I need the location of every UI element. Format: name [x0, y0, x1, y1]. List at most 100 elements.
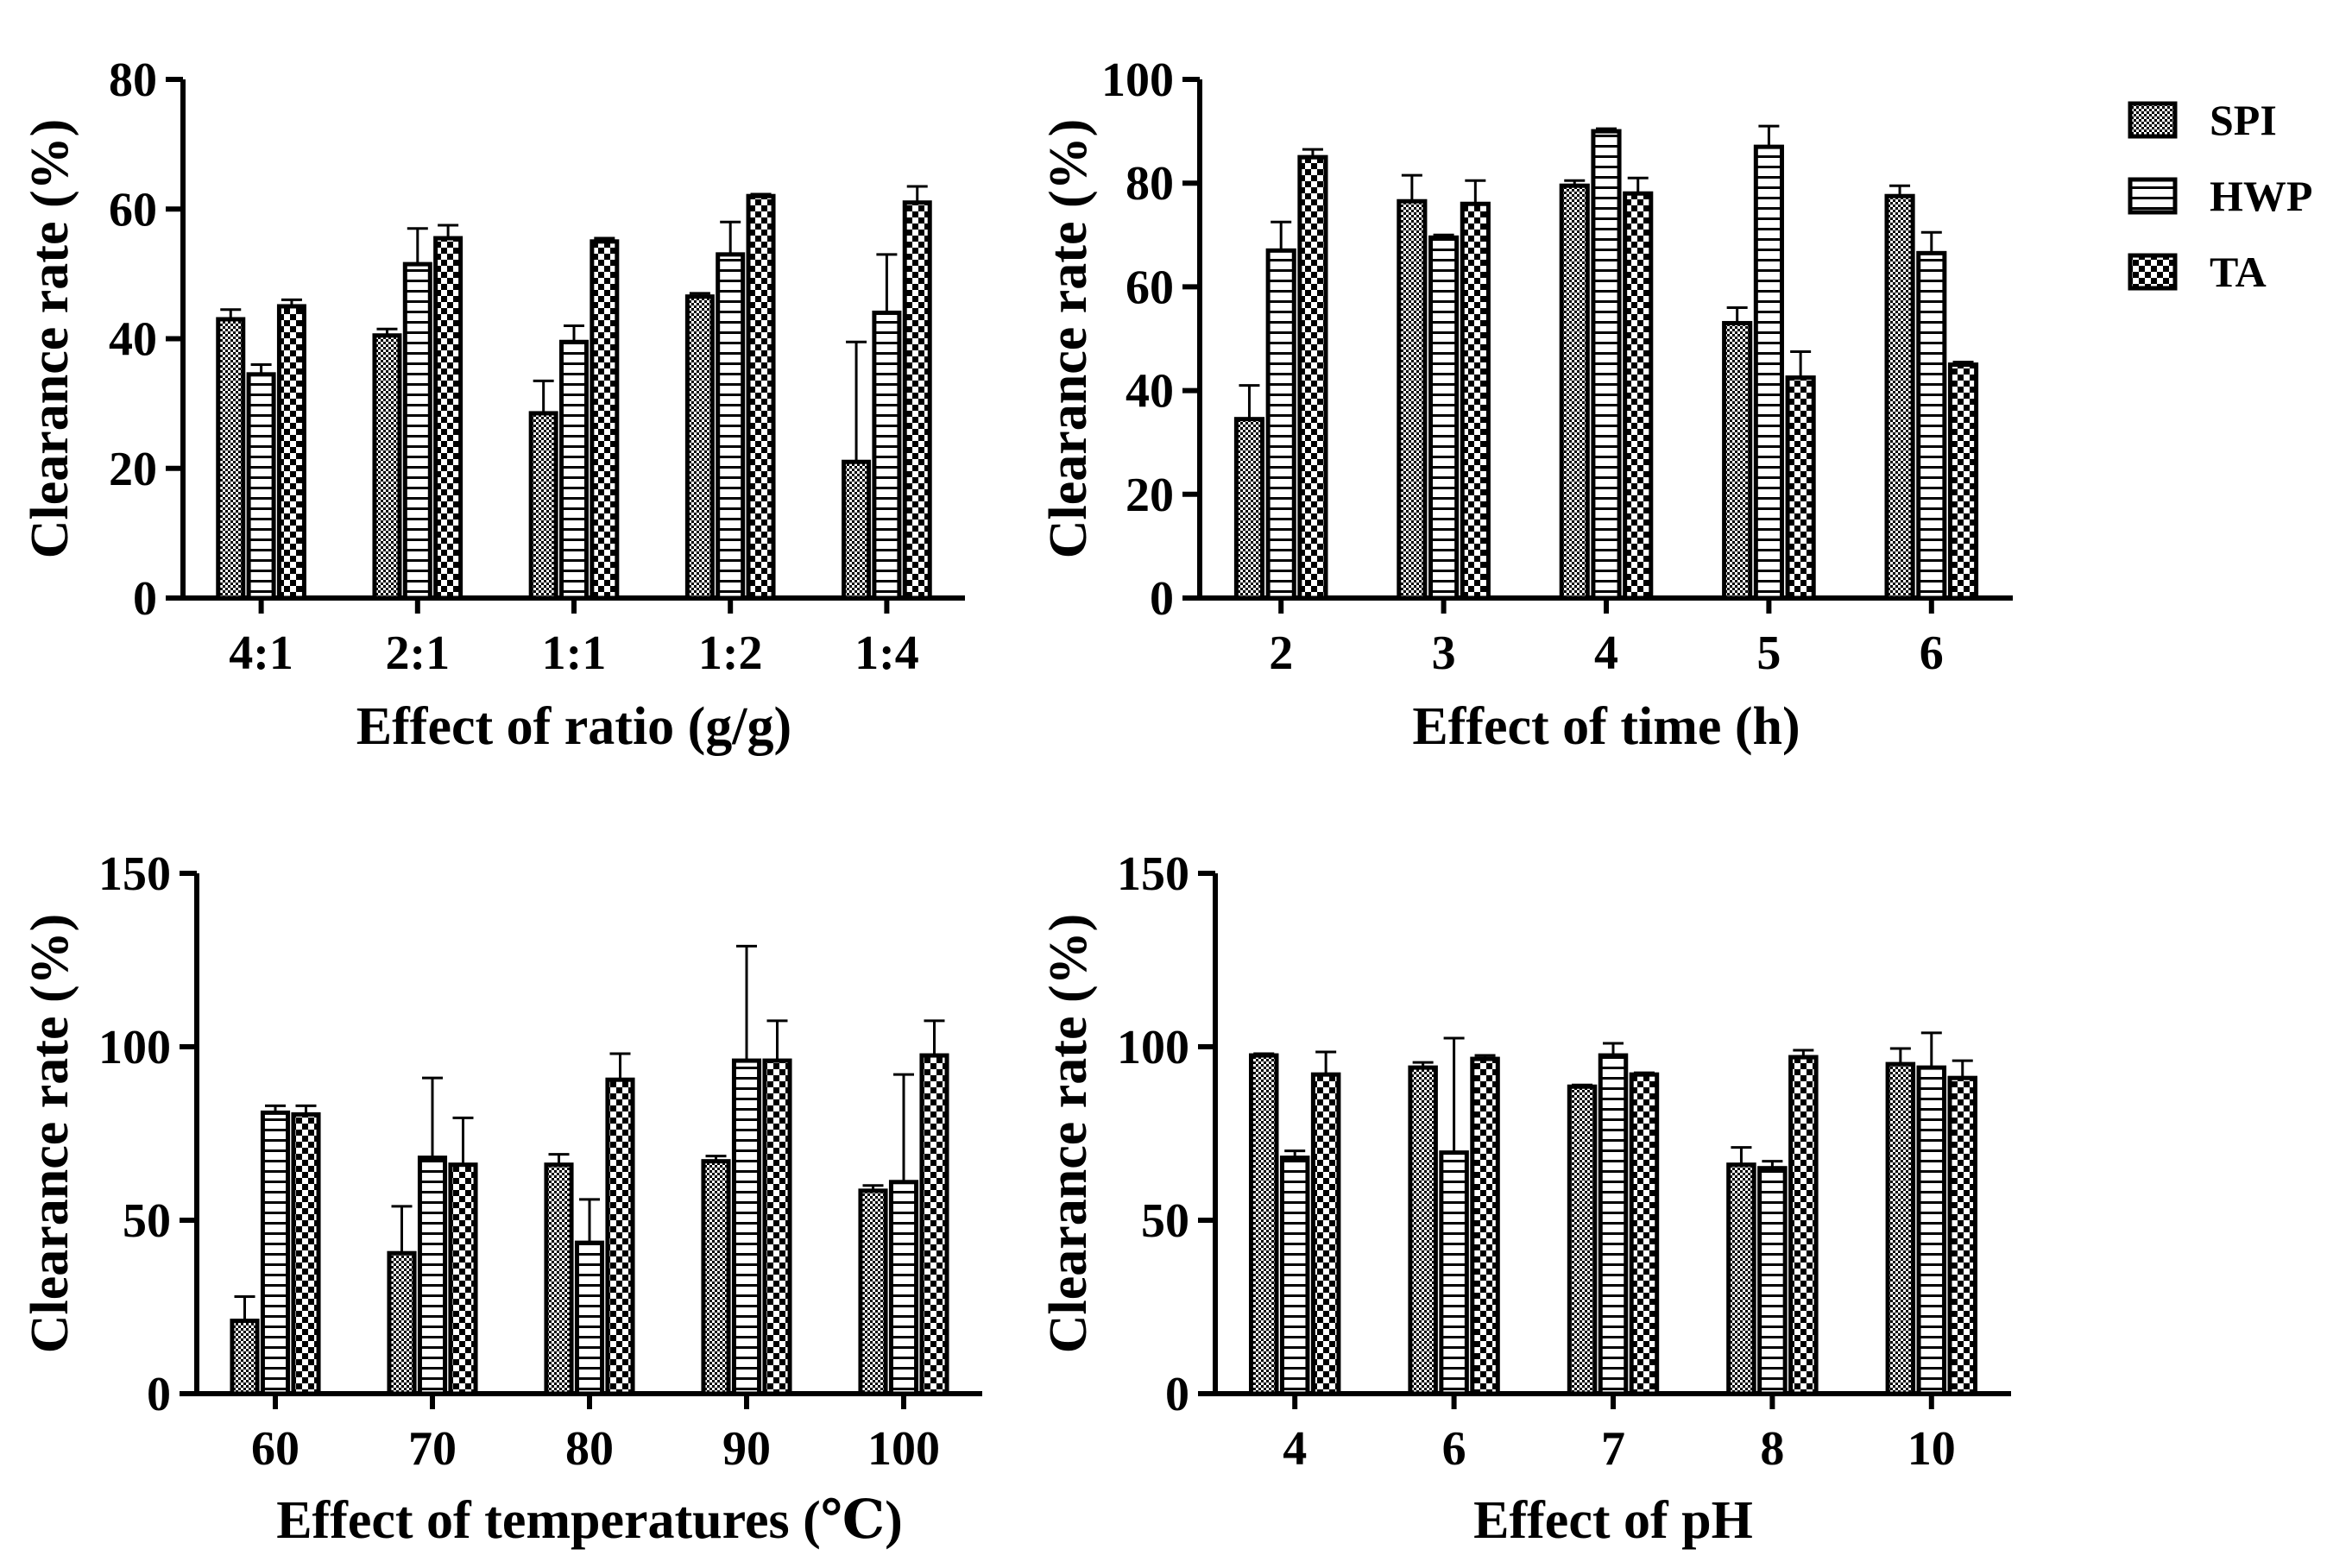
bar-hwp-4 — [1279, 1156, 1310, 1396]
x-tick-label-90: 90 — [722, 1422, 771, 1476]
bar-ta-7 — [1629, 1072, 1660, 1396]
bar-ta-6 — [1470, 1056, 1500, 1396]
x-axis-title: Effect of time (h) — [1412, 697, 1800, 756]
bar-hwp-1-2 — [716, 252, 746, 601]
bar-spi-60 — [230, 1319, 260, 1396]
x-tick-label-6: 6 — [1442, 1422, 1466, 1476]
bar-ta-3 — [1460, 201, 1491, 601]
bar-ta-4 — [1310, 1072, 1341, 1396]
y-axis-title: Clearance rate (%) — [1039, 119, 1098, 559]
x-tick-label-70: 70 — [408, 1422, 457, 1476]
bar-spi-1-2 — [684, 294, 715, 601]
x-tick-label-8: 8 — [1760, 1422, 1784, 1476]
bar-hwp-70 — [417, 1156, 448, 1396]
bar-spi-70 — [387, 1250, 417, 1396]
bar-hwp-8 — [1757, 1166, 1788, 1396]
bar-spi-100 — [858, 1188, 888, 1396]
bar-hwp-80 — [574, 1240, 605, 1396]
y-axis-title: Clearance rate (%) — [21, 119, 79, 559]
legend-swatch-hwp — [2128, 177, 2178, 215]
bar-hwp-5 — [1753, 144, 1784, 601]
x-tick-label-4: 4 — [1594, 627, 1618, 680]
legend: SPI HWP TA — [2128, 96, 2312, 296]
legend-swatch-ta — [2128, 253, 2178, 291]
y-tick-label: 0 — [1150, 572, 1174, 626]
x-axis-title: Effect of ratio (g/g) — [356, 697, 791, 756]
y-tick-label: 100 — [1101, 54, 1174, 107]
bar-spi-5 — [1722, 320, 1753, 601]
bar-spi-1-4 — [842, 459, 872, 601]
bar-ta-1-4 — [902, 200, 932, 601]
y-axis-title: Clearance rate (%) — [21, 914, 79, 1354]
legend-swatch-spi — [2128, 101, 2178, 139]
bar-ta-60 — [291, 1111, 321, 1396]
bar-ta-4-1 — [276, 304, 306, 601]
y-tick-label: 80 — [109, 54, 157, 107]
bar-ta-10 — [1947, 1075, 1978, 1396]
x-tick-label-100: 100 — [867, 1422, 940, 1476]
bar-spi-4-1 — [216, 317, 246, 601]
chart-ratio: 0 20 40 60 80 4:1 2:1 1:1 1:2 1:4 Effect of ratio … — [21, 54, 965, 756]
bar-hwp-3 — [1428, 235, 1460, 601]
bar-ta-70 — [448, 1162, 478, 1396]
bar-hwp-2-1 — [402, 261, 432, 601]
bar-ta-4 — [1623, 191, 1654, 601]
x-tick-label-1-2: 1:2 — [698, 627, 763, 680]
x-axis-title: Effect of pH — [1473, 1491, 1753, 1550]
bar-ta-90 — [762, 1058, 792, 1396]
bar-spi-2-1 — [372, 333, 402, 601]
y-tick-label: 80 — [1126, 157, 1174, 211]
bar-ta-8 — [1788, 1055, 1819, 1396]
y-tick-label: 50 — [123, 1194, 171, 1248]
x-tick-label-80: 80 — [565, 1422, 614, 1476]
bar-spi-90 — [701, 1159, 731, 1396]
bar-ta-100 — [919, 1053, 949, 1396]
bar-ta-1-1 — [590, 239, 620, 601]
bar-ta-5 — [1785, 375, 1816, 601]
bar-hwp-2 — [1265, 248, 1296, 601]
y-tick-label: 100 — [1117, 1021, 1189, 1074]
bar-hwp-4-1 — [246, 372, 276, 601]
y-tick-label: 40 — [1126, 365, 1174, 419]
x-tick-label-2: 2 — [1269, 627, 1293, 680]
x-tick-label-1-4: 1:4 — [854, 627, 919, 680]
x-axis-title: Effect of temperatures (℃) — [276, 1491, 903, 1550]
y-tick-label: 100 — [98, 1021, 171, 1074]
bar-spi-80 — [544, 1162, 574, 1396]
bar-hwp-1-4 — [872, 310, 902, 601]
bar-hwp-60 — [260, 1110, 291, 1396]
bar-spi-8 — [1726, 1162, 1756, 1396]
bar-hwp-7 — [1598, 1053, 1629, 1396]
y-tick-label: 0 — [147, 1368, 171, 1421]
x-tick-label-4-1: 4:1 — [229, 627, 293, 680]
chart-ph: 0 50 100 150 4 6 7 8 10 Effect of pH Clearance rat… — [1039, 847, 2011, 1550]
bar-hwp-6 — [1916, 250, 1947, 601]
chart-time: 0 20 40 60 80 100 2 3 4 5 6 Effect of time (h) Clear… — [1039, 54, 2013, 756]
x-tick-label-6: 6 — [1920, 627, 1944, 680]
bar-spi-4 — [1559, 183, 1590, 601]
bar-hwp-1-1 — [559, 339, 589, 601]
y-tick-label: 150 — [1117, 847, 1189, 901]
y-tick-label: 150 — [98, 847, 171, 901]
bar-hwp-4 — [1591, 129, 1622, 601]
x-tick-label-5: 5 — [1756, 627, 1781, 680]
x-tick-label-3: 3 — [1432, 627, 1456, 680]
x-tick-label-4: 4 — [1283, 1422, 1307, 1476]
x-tick-label-7: 7 — [1601, 1422, 1625, 1476]
bar-ta-80 — [605, 1077, 635, 1396]
x-tick-label-2-1: 2:1 — [385, 627, 450, 680]
bar-spi-1-1 — [528, 411, 558, 601]
y-tick-label: 60 — [1126, 261, 1174, 314]
bar-ta-6 — [1947, 362, 1979, 601]
y-tick-label: 20 — [109, 443, 157, 496]
bar-spi-2 — [1233, 417, 1265, 601]
bar-spi-7 — [1567, 1084, 1598, 1396]
y-axis-title: Clearance rate (%) — [1039, 914, 1098, 1354]
y-tick-label: 0 — [1165, 1368, 1189, 1421]
bar-spi-3 — [1397, 198, 1428, 601]
bar-ta-2 — [1297, 154, 1328, 601]
bar-spi-6 — [1408, 1065, 1438, 1396]
y-tick-label: 0 — [133, 572, 157, 626]
legend-label-spi: SPI — [2210, 96, 2277, 144]
